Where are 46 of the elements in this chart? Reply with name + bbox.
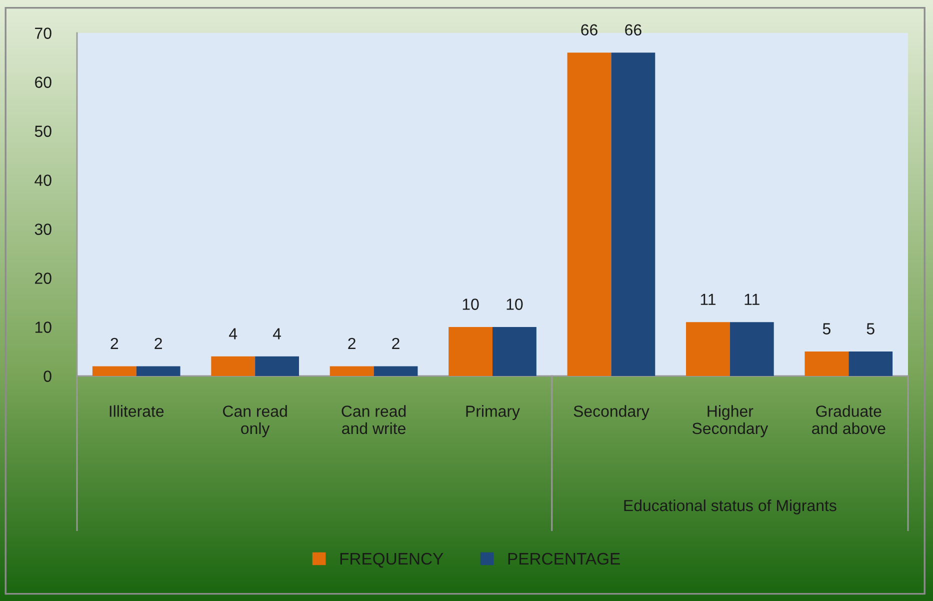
data-label: 66 <box>625 24 642 36</box>
y-tick-label: 10 <box>35 322 52 333</box>
bar <box>255 356 299 376</box>
x-axis-title: Educational status of Migrants <box>624 499 836 514</box>
y-tick-label: 30 <box>34 224 52 235</box>
bar <box>374 366 418 376</box>
bar <box>730 322 774 376</box>
x-tick-label: Illiterate <box>110 405 164 417</box>
data-label: 2 <box>348 338 356 349</box>
x-tick-label: Higher Secondary <box>692 405 768 438</box>
x-tick-label: Primary <box>466 405 520 420</box>
x-tick-label: Secondary <box>574 405 650 420</box>
bar <box>804 352 849 376</box>
x-tick-label: Can read and write <box>342 405 406 434</box>
x-tick-label: Graduate and above <box>812 405 886 434</box>
y-tick-label: 50 <box>34 126 52 137</box>
x-tick-label: Can read only <box>223 405 287 438</box>
bar <box>211 356 256 376</box>
y-tick-label: 40 <box>34 174 52 186</box>
data-label: 11 <box>744 294 760 305</box>
y-tick-label: 0 <box>44 370 52 382</box>
bar <box>92 366 136 376</box>
data-label: 5 <box>822 323 830 334</box>
bar <box>136 366 180 376</box>
bar <box>848 352 893 376</box>
data-label: 4 <box>229 328 238 340</box>
bar <box>567 52 612 376</box>
data-label: 11 <box>700 294 716 305</box>
data-label: 10 <box>506 298 523 310</box>
bar <box>611 52 656 376</box>
y-tick-label: 20 <box>35 272 52 284</box>
data-label: 10 <box>462 298 479 310</box>
data-label: 66 <box>581 24 598 36</box>
y-tick-label: 60 <box>35 76 52 88</box>
bar <box>330 366 374 376</box>
data-label: 2 <box>392 338 400 349</box>
data-label: 4 <box>272 328 282 340</box>
bar <box>448 327 492 376</box>
bar <box>492 327 536 376</box>
y-tick-label: 70 <box>35 28 52 39</box>
data-label: 5 <box>866 323 874 334</box>
data-label: 2 <box>110 338 118 349</box>
legend-label: FREQUENCY <box>340 552 444 568</box>
bar <box>686 322 730 376</box>
legend-label: PERCENTAGE <box>508 552 620 565</box>
data-label: 2 <box>154 338 162 349</box>
